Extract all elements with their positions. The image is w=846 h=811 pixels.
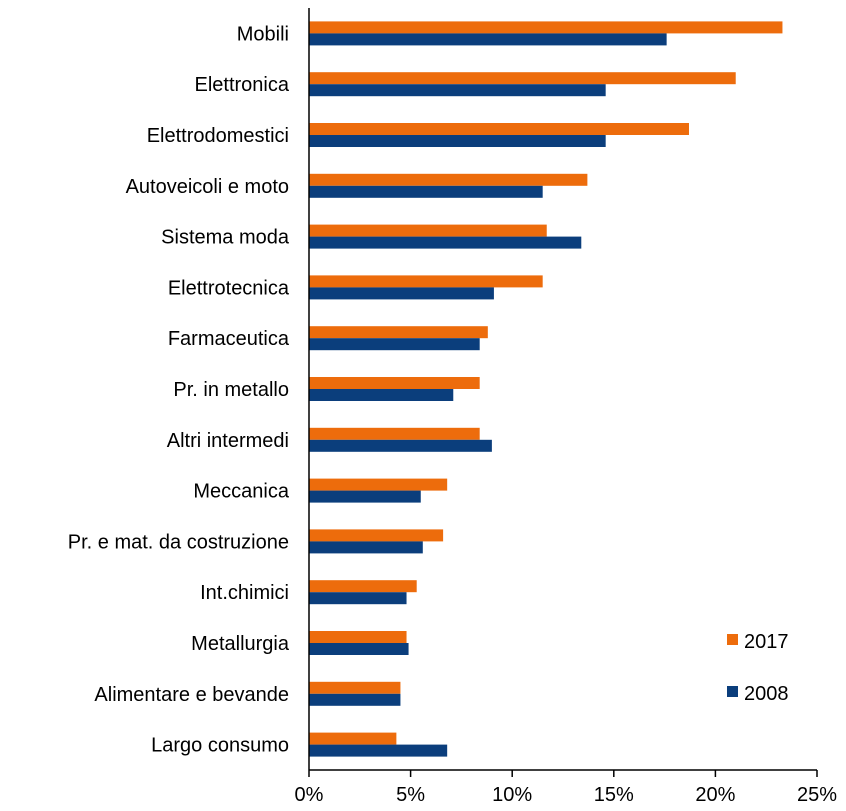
legend-label-2017: 2017 <box>744 631 789 653</box>
bar-2008-elettrotecnica <box>309 287 494 300</box>
category-label-metallurgia: Metallurgia <box>191 633 290 655</box>
bar-2008-elettrodomestici <box>309 135 606 147</box>
bar-2017-int-chimici <box>309 580 417 593</box>
legend: 2017 2008 <box>727 631 789 705</box>
category-label-meccanica: Meccanica <box>193 481 289 503</box>
legend-item-2017: 2017 <box>727 631 789 653</box>
bar-2008-largo-consumo <box>309 744 448 757</box>
category-label-mobili: Mobili <box>237 23 289 45</box>
bar-2017-alimentare-e-bevande <box>309 681 401 694</box>
bar-2017-farmaceutica <box>309 326 488 339</box>
bar-2008-elettronica <box>309 84 606 97</box>
bar-2017-metallurgia <box>309 631 407 643</box>
category-label-elettronica: Elettronica <box>195 74 290 96</box>
x-tick-label: 0% <box>295 784 324 806</box>
bar-2008-pr-e-mat-da-costruzione <box>309 541 423 554</box>
category-label-largo-consumo: Largo consumo <box>151 735 289 757</box>
legend-item-2008: 2008 <box>727 683 789 705</box>
category-label-elettrotecnica: Elettrotecnica <box>168 277 290 299</box>
x-tick-label: 15% <box>594 784 634 806</box>
bar-2017-meccanica <box>309 478 448 491</box>
bar-2017-largo-consumo <box>309 732 397 745</box>
legend-swatch-2008 <box>727 686 738 697</box>
bar-2017-altri-intermedi <box>309 427 480 440</box>
x-axis-ticks: 0% 5% 10% 15% 20% 25% <box>295 770 837 806</box>
category-label-alimentare-e-bevande: Alimentare e bevande <box>94 684 289 706</box>
bar-2017-elettrodomestici <box>309 123 689 135</box>
legend-label-2008: 2008 <box>744 683 789 705</box>
category-label-pr-e-mat-da-costruzione: Pr. e mat. da costruzione <box>68 531 289 553</box>
x-tick-label: 10% <box>492 784 532 806</box>
category-label-farmaceutica: Farmaceutica <box>168 328 290 350</box>
bars <box>309 21 783 757</box>
bar-2017-mobili <box>309 21 783 34</box>
legend-swatch-2017 <box>727 634 738 645</box>
bar-2017-pr-in-metallo <box>309 377 480 389</box>
bar-2008-int-chimici <box>309 592 407 605</box>
bar-2008-autoveicoli-e-moto <box>309 185 543 198</box>
bar-2017-sistema-moda <box>309 224 547 237</box>
x-tick-label: 20% <box>695 784 735 806</box>
bar-2008-altri-intermedi <box>309 439 492 452</box>
x-tick-label: 5% <box>396 784 425 806</box>
bar-2017-pr-e-mat-da-costruzione <box>309 529 444 542</box>
category-label-altri-intermedi: Altri intermedi <box>167 430 289 452</box>
category-label-autoveicoli-e-moto: Autoveicoli e moto <box>126 176 289 198</box>
bar-2017-autoveicoli-e-moto <box>309 173 588 186</box>
bar-2017-elettronica <box>309 72 736 85</box>
bar-2008-mobili <box>309 33 667 46</box>
bar-2008-metallurgia <box>309 643 409 655</box>
bar-2008-farmaceutica <box>309 338 480 351</box>
bar-2008-meccanica <box>309 490 421 503</box>
category-label-pr-in-metallo: Pr. in metallo <box>173 379 289 401</box>
x-tick-label: 25% <box>797 784 837 806</box>
category-label-elettrodomestici: Elettrodomestici <box>147 125 289 147</box>
bar-2017-elettrotecnica <box>309 275 543 288</box>
bar-2008-sistema-moda <box>309 236 582 249</box>
bar-2008-alimentare-e-bevande <box>309 693 401 706</box>
category-label-sistema-moda: Sistema moda <box>161 227 290 249</box>
category-label-int-chimici: Int.chimici <box>200 582 289 604</box>
category-labels: Mobili Elettronica Elettrodomestici Autovei… <box>68 23 290 756</box>
bar-2008-pr-in-metallo <box>309 389 454 401</box>
